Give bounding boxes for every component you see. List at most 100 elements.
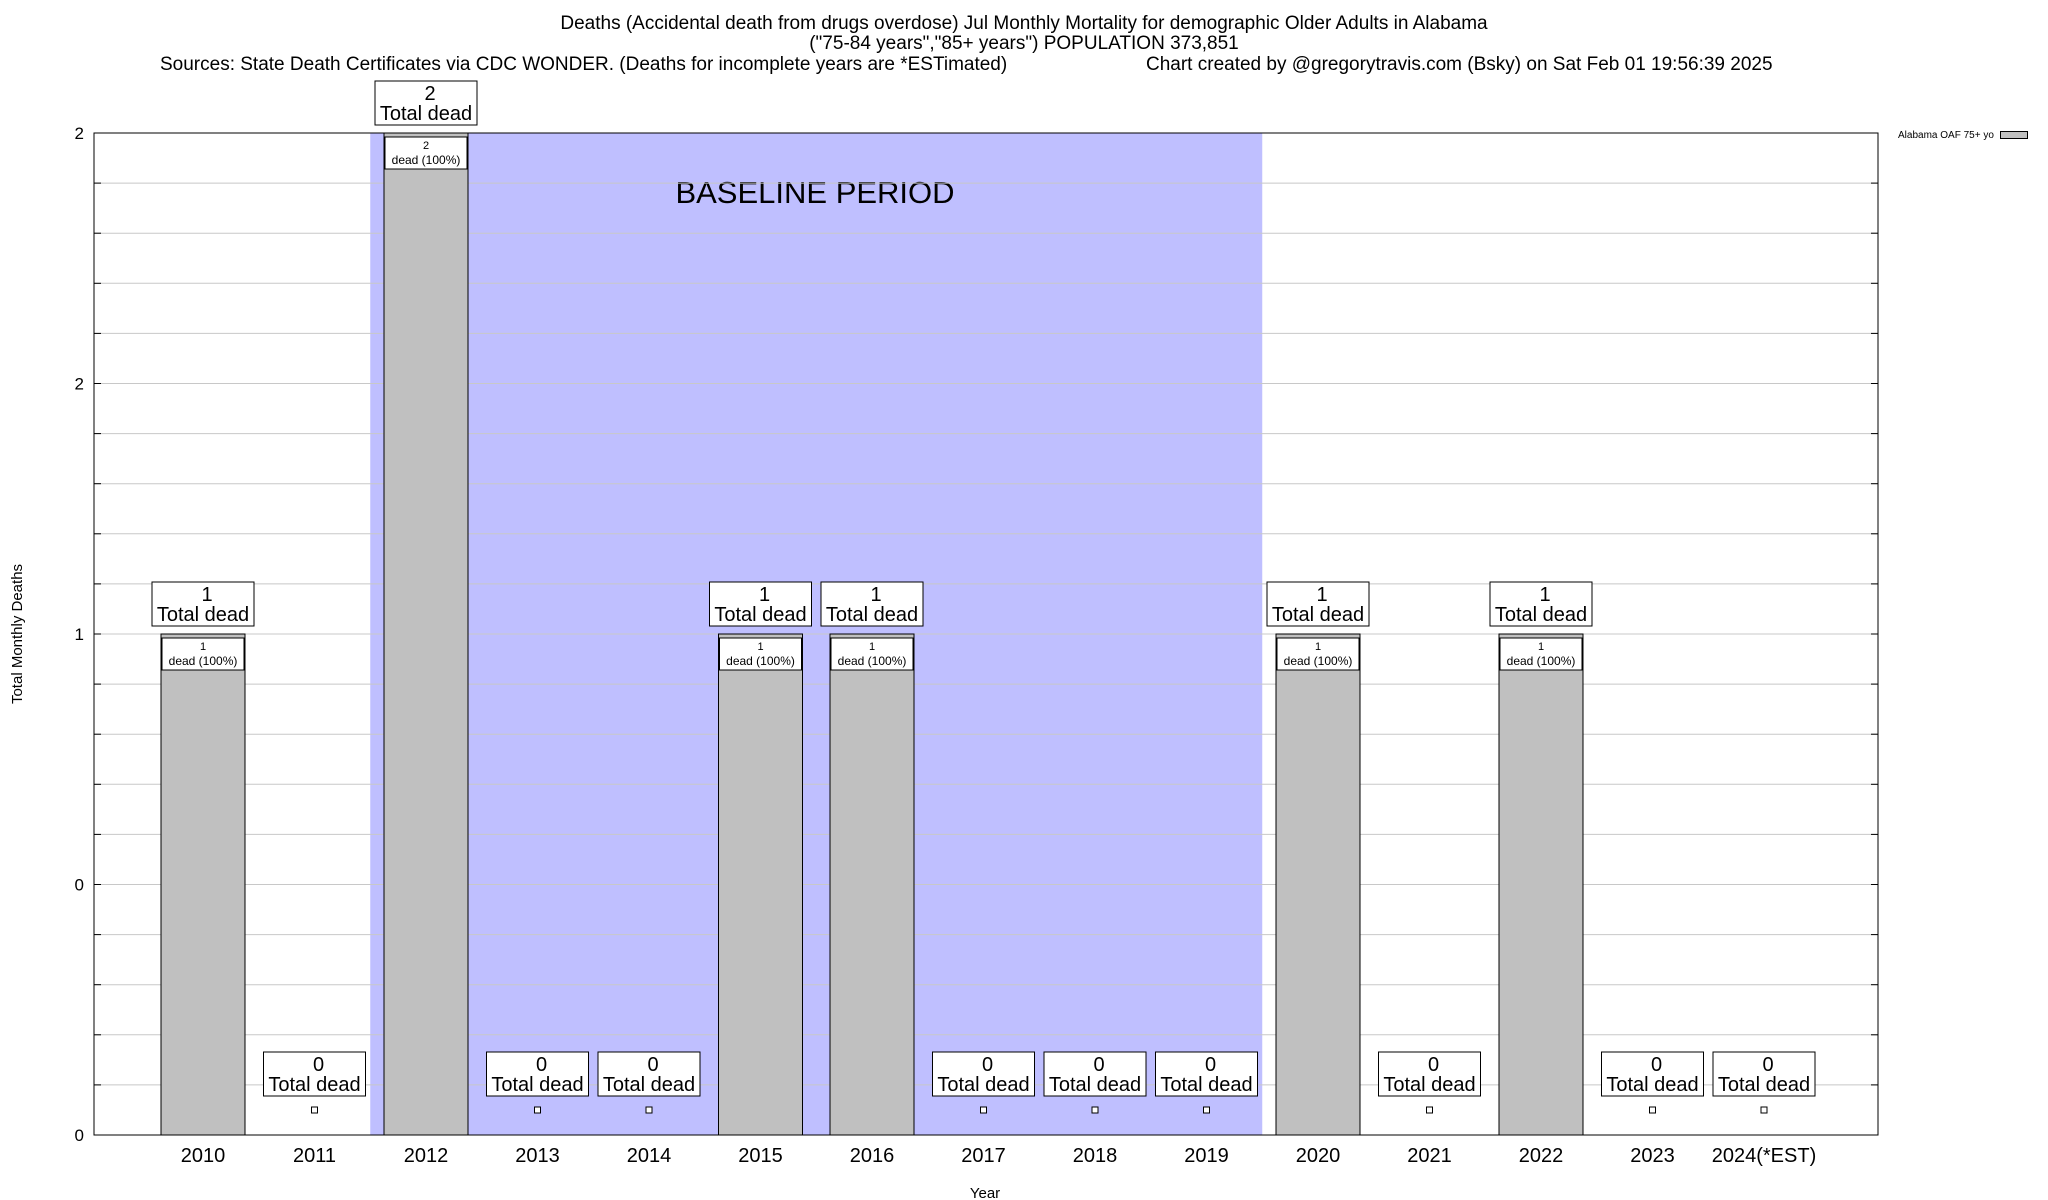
zero-marker [1426, 1106, 1433, 1114]
total-label-count: 1 [870, 584, 881, 606]
total-label-count: 1 [1539, 584, 1550, 606]
total-label-box [820, 581, 924, 627]
total-label-count: 0 [647, 1054, 658, 1076]
total-label-text: Total dead [1718, 1074, 1810, 1096]
total-label-text: Total dead [714, 604, 806, 626]
total-label-count: 0 [536, 1054, 547, 1076]
zero-marker [1203, 1106, 1210, 1114]
bar-inner-label-count: 1 [757, 641, 763, 653]
total-label-box [374, 80, 478, 126]
bar [829, 633, 915, 1136]
x-tick-label: 2012 [404, 1145, 449, 1167]
x-tick-label: 2018 [1073, 1145, 1118, 1167]
total-label-box [263, 1051, 366, 1097]
total-label-text: Total dead [157, 604, 249, 626]
x-tick-label: 2013 [515, 1145, 560, 1167]
total-label-text: Total dead [1495, 604, 1587, 626]
zero-marker [1760, 1106, 1768, 1114]
total-label-box [1712, 1051, 1816, 1097]
total-label-box [1043, 1051, 1147, 1097]
total-label-box [1489, 581, 1593, 627]
total-label-box [151, 581, 255, 627]
total-label-count: 1 [201, 584, 212, 606]
total-label-box [1266, 581, 1370, 627]
chart-title: Deaths (Accidental death from drugs over… [0, 14, 2048, 54]
bar [718, 633, 803, 1136]
total-label-box [1155, 1051, 1258, 1097]
total-label-count: 1 [759, 584, 770, 606]
chart-title-line-2: ("75-84 years","85+ years") POPULATION 3… [809, 33, 1239, 54]
total-label-text: Total dead [1272, 604, 1364, 626]
total-label-text: Total dead [380, 103, 472, 125]
bar-inner-label-count: 1 [200, 641, 206, 653]
x-tick-label: 2021 [1407, 1145, 1452, 1167]
x-tick-label: 2016 [850, 1145, 895, 1167]
total-label-text: Total dead [826, 604, 918, 626]
total-label-text: Total dead [1160, 1074, 1252, 1096]
created-by-note: Chart created by @gregorytravis.com (Bsk… [1146, 54, 1773, 75]
total-label-count: 0 [313, 1054, 324, 1076]
x-tick-label: 2017 [961, 1145, 1006, 1167]
total-label-text: Total dead [603, 1074, 695, 1096]
x-tick-label: 2020 [1296, 1145, 1341, 1167]
bar [160, 633, 246, 1136]
bar-inner-label-pct: dead (100%) [1507, 654, 1576, 668]
total-label-count: 0 [1651, 1054, 1662, 1076]
bar [1498, 633, 1584, 1136]
y-axis-label: Total Monthly Deaths [9, 564, 26, 704]
legend: Alabama OAF 75+ yo [1898, 130, 2028, 141]
y-tick-label: 2 [75, 375, 84, 394]
total-label-count: 0 [982, 1054, 993, 1076]
total-label-text: Total dead [1383, 1074, 1475, 1096]
y-tick-label: 1 [75, 625, 84, 644]
y-tick-label: 0 [75, 876, 84, 895]
total-label-box [1378, 1051, 1481, 1097]
total-label-count: 0 [1762, 1054, 1773, 1076]
zero-marker [645, 1106, 653, 1114]
baseline-label: BASELINE PERIOD [675, 175, 954, 210]
total-label-box [709, 581, 812, 627]
total-label-text: Total dead [491, 1074, 583, 1096]
bar-inner-label-count: 1 [1315, 641, 1321, 653]
x-tick-label: 2019 [1184, 1145, 1229, 1167]
total-label-box [486, 1051, 589, 1097]
total-label-box [597, 1051, 701, 1097]
plot-frame [93, 132, 1879, 1136]
bar-inner-label-pct: dead (100%) [1284, 654, 1353, 668]
total-label-count: 0 [1428, 1054, 1439, 1076]
zero-marker [311, 1106, 318, 1114]
chart-title-line-1: Deaths (Accidental death from drugs over… [560, 13, 1488, 34]
x-tick-label: 2023 [1630, 1145, 1675, 1167]
total-label-count: 1 [1316, 584, 1327, 606]
total-label-text: Total dead [1606, 1074, 1698, 1096]
x-tick-label: 2011 [293, 1145, 336, 1167]
zero-marker [980, 1106, 987, 1114]
bar [1275, 633, 1361, 1136]
total-label-text: Total dead [1049, 1074, 1141, 1096]
bar-inner-label-box [719, 637, 802, 671]
bar-inner-label-pct: dead (100%) [392, 153, 461, 167]
bar-inner-label-box [161, 637, 245, 671]
total-label-count: 0 [1205, 1054, 1216, 1076]
bar-inner-label-pct: dead (100%) [838, 654, 907, 668]
legend-swatch [1999, 131, 2028, 140]
sources-note: Sources: State Death Certificates via CD… [160, 54, 1008, 75]
x-tick-label: 2010 [181, 1145, 226, 1167]
legend-label: Alabama OAF 75+ yo [1898, 130, 1994, 141]
x-tick-label: 2024(*EST) [1712, 1145, 1817, 1167]
bar-inner-label-pct: dead (100%) [726, 654, 795, 668]
bar-inner-label-box [1499, 637, 1583, 671]
zero-marker [1091, 1106, 1099, 1114]
total-label-text: Total dead [937, 1074, 1029, 1096]
x-axis-label: Year [970, 1185, 1000, 1200]
total-label-count: 2 [424, 83, 435, 105]
bar-inner-label-box [830, 637, 914, 671]
bar-inner-label-count: 1 [1538, 641, 1544, 653]
zero-marker [1649, 1106, 1656, 1114]
bar-inner-label-count: 1 [869, 641, 875, 653]
zero-marker [534, 1106, 541, 1114]
y-tick-label: 0 [75, 1126, 84, 1145]
total-label-text: Total dead [268, 1074, 360, 1096]
total-label-box [1601, 1051, 1704, 1097]
